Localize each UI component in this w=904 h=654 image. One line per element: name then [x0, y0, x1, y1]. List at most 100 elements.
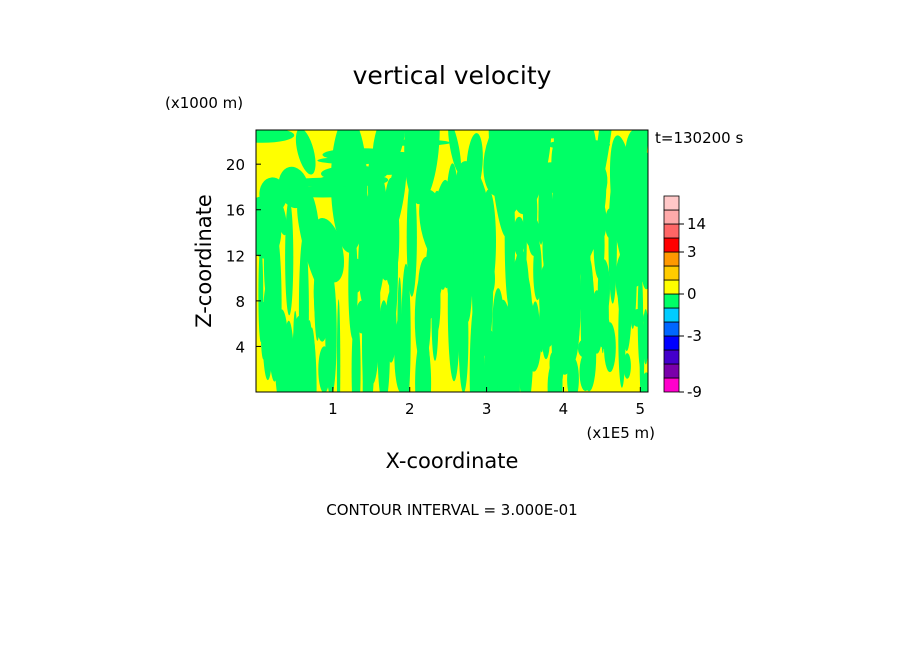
negative-velocity-cell: [642, 372, 648, 392]
x-tick-label: 3: [482, 400, 492, 418]
negative-velocity-cell: [631, 309, 644, 327]
negative-velocity-cell: [509, 275, 520, 322]
colorbar: 14 3 0 -3 -9: [663, 195, 706, 401]
x-tick-label: 5: [636, 400, 646, 418]
plot-frame: [255, 129, 649, 393]
negative-velocity-cell: [627, 262, 632, 309]
negative-velocity-cell: [548, 139, 610, 151]
velocity-field: [256, 130, 648, 392]
negative-velocity-cell: [521, 271, 527, 297]
colorbar-bin: [663, 209, 680, 225]
negative-velocity-cell: [483, 130, 525, 197]
y-tick-label: 16: [226, 202, 245, 220]
negative-velocity-cell: [528, 217, 540, 257]
x-unit-label: (x1E5 m): [586, 424, 655, 442]
colorbar-tick-label: -3: [687, 327, 702, 345]
negative-velocity-cell: [274, 309, 289, 392]
negative-velocity-cell: [448, 130, 462, 174]
negative-velocity-cell: [583, 188, 594, 246]
negative-velocity-cell: [560, 185, 570, 253]
negative-velocity-cell: [629, 201, 634, 219]
negative-velocity-cell: [325, 271, 337, 392]
negative-velocity-cell: [486, 262, 495, 295]
negative-velocity-cell: [630, 174, 648, 231]
x-axis-label: X-coordinate: [386, 449, 519, 473]
colorbar-bin: [663, 265, 680, 281]
negative-velocity-cell: [433, 271, 441, 332]
y-tick-label: 12: [226, 247, 245, 265]
colorbar-bin: [663, 279, 680, 295]
negative-velocity-cell: [600, 330, 611, 350]
negative-velocity-cell: [567, 357, 579, 392]
negative-velocity-cell: [419, 306, 430, 341]
negative-velocity-cell: [362, 307, 373, 392]
negative-velocity-cell: [597, 259, 611, 317]
negative-velocity-cell: [262, 282, 274, 381]
negative-velocity-cell: [571, 255, 582, 284]
colorbar-tick-label: 0: [687, 285, 697, 303]
negative-velocity-cell: [641, 250, 648, 290]
colorbar-bin: [663, 195, 680, 211]
x-tick-label: 2: [405, 400, 415, 418]
negative-velocity-cell: [351, 258, 363, 293]
colorbar-tick-label: -9: [687, 383, 702, 401]
y-tick-label: 20: [226, 156, 245, 174]
plot-area: [255, 129, 649, 393]
negative-velocity-cell: [447, 214, 461, 330]
x-axis-ticks: 1 2 3 4 5: [328, 387, 645, 418]
negative-velocity-cell: [263, 228, 270, 296]
negative-velocity-cell: [593, 199, 607, 243]
colorbar-bin: [663, 307, 680, 323]
timestamp-label: t=130200 s: [655, 129, 743, 147]
colorbar-bin: [663, 377, 680, 393]
colorbar-bin: [663, 363, 680, 379]
y-unit-label: (x1000 m): [165, 94, 243, 112]
negative-velocity-cell: [642, 309, 648, 365]
colorbar-bin: [663, 349, 680, 365]
negative-velocity-cell: [297, 317, 309, 392]
negative-velocity-cell: [549, 352, 556, 376]
negative-velocity-cell: [258, 246, 264, 343]
negative-velocity-cell: [282, 185, 364, 198]
y-tick-label: 8: [235, 293, 245, 311]
negative-velocity-cell: [536, 130, 578, 138]
x-tick-label: 4: [559, 400, 569, 418]
negative-velocity-cell: [538, 302, 545, 353]
negative-velocity-cell: [295, 130, 316, 175]
colorbar-bin: [663, 335, 680, 351]
chart-title: vertical velocity: [353, 61, 552, 90]
colorbar-bin: [663, 293, 680, 309]
negative-velocity-cell: [293, 310, 298, 365]
negative-velocity-cell: [374, 139, 451, 146]
colorbar-bin: [663, 251, 680, 267]
x-tick-label: 1: [328, 400, 338, 418]
negative-velocity-cell: [497, 337, 511, 392]
negative-velocity-cell: [383, 177, 399, 288]
negative-velocity-cell: [317, 156, 394, 165]
colorbar-bin: [663, 223, 680, 239]
colorbar-bin: [663, 237, 680, 253]
negative-velocity-cell: [581, 319, 597, 392]
negative-velocity-cell: [623, 353, 631, 379]
colorbar-tick-label: 3: [687, 243, 697, 261]
negative-velocity-cell: [556, 359, 564, 385]
negative-velocity-cell: [394, 313, 409, 392]
negative-velocity-cell: [614, 194, 627, 248]
negative-velocity-cell: [477, 206, 494, 357]
negative-velocity-cell: [367, 162, 410, 175]
negative-velocity-cell: [531, 162, 577, 180]
negative-velocity-cell: [562, 292, 570, 361]
colorbar-tick-label: 14: [687, 215, 706, 233]
negative-velocity-cell: [605, 208, 615, 239]
negative-velocity-cell: [460, 253, 467, 345]
negative-velocity-cell: [541, 176, 587, 194]
negative-velocity-cell: [521, 302, 534, 358]
negative-velocity-cell: [625, 130, 647, 174]
negative-velocity-cell: [259, 177, 287, 213]
contour-interval-note: CONTOUR INTERVAL = 3.000E-01: [326, 501, 577, 519]
negative-velocity-cell: [336, 299, 341, 392]
negative-velocity-cell: [351, 313, 361, 392]
negative-velocity-cell: [406, 178, 417, 297]
negative-velocity-cell: [542, 211, 557, 282]
